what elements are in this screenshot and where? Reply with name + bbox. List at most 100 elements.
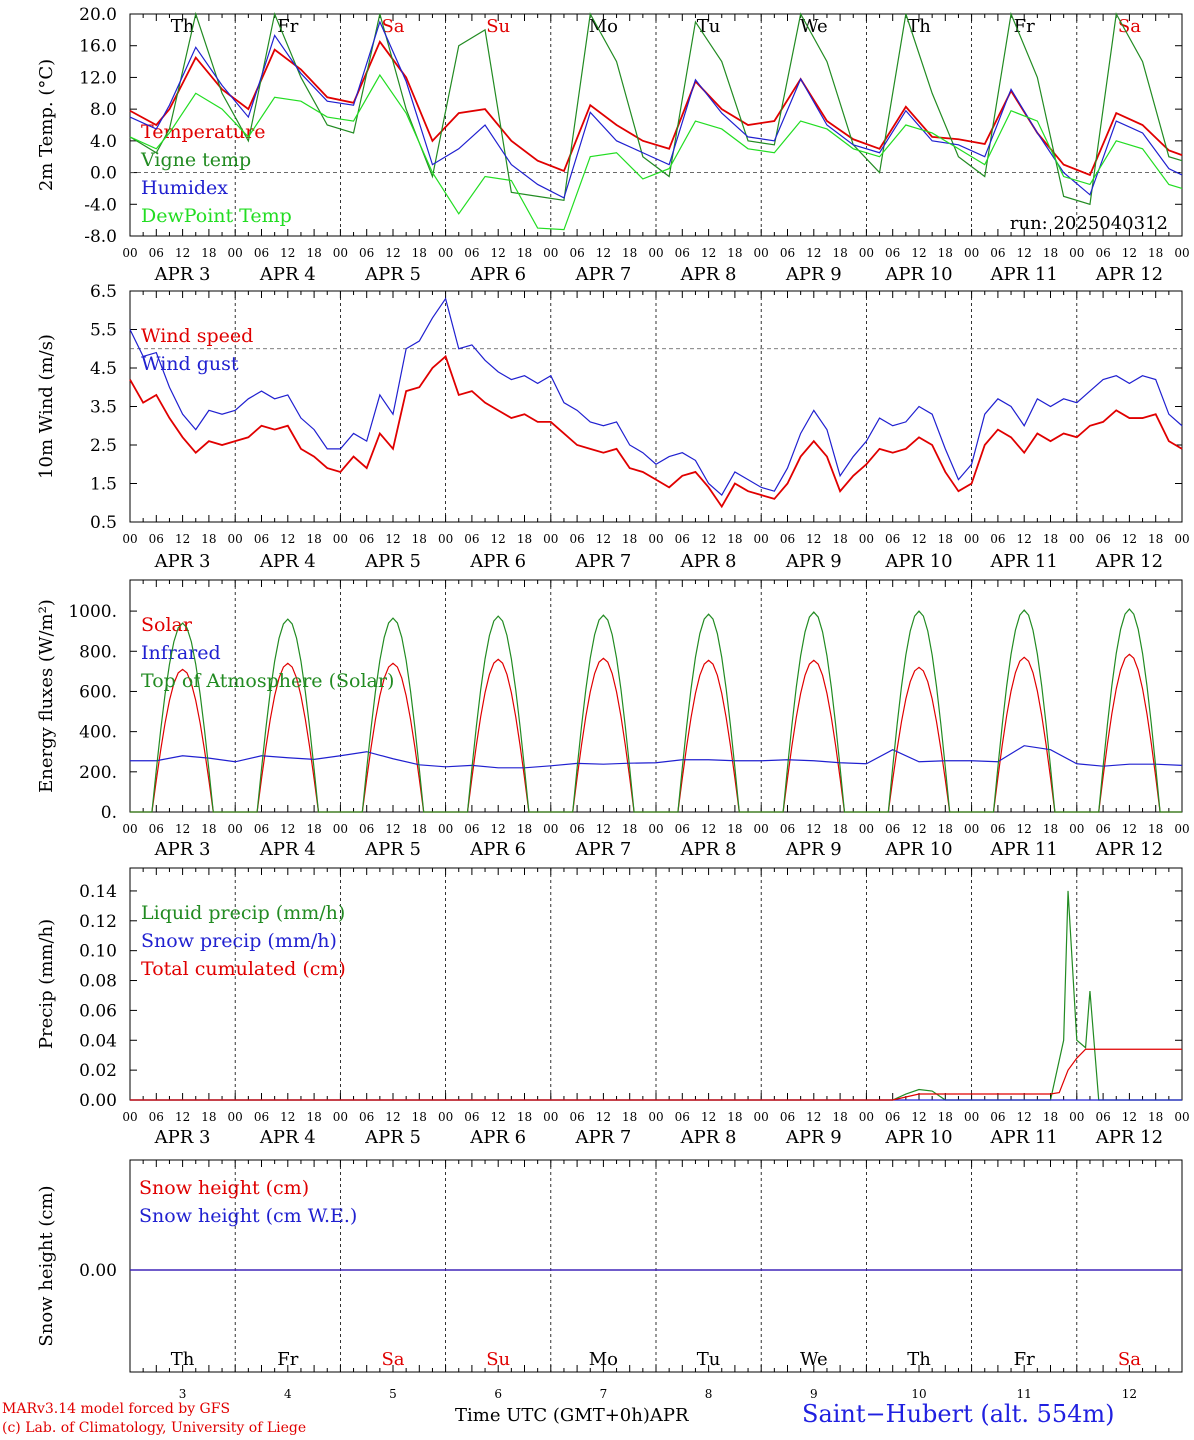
hour-tick-label: 18: [1043, 246, 1058, 260]
hour-tick-label: 12: [806, 822, 821, 836]
hour-tick-label: 18: [306, 822, 321, 836]
weekday-label: Su: [486, 16, 510, 37]
hour-tick-label: 06: [359, 532, 374, 546]
y-tick-label: 5.5: [90, 321, 117, 341]
hour-tick-label: 00: [333, 532, 348, 546]
hour-tick-label: 00: [333, 246, 348, 260]
y-tick-label: 600.: [79, 682, 117, 702]
hour-tick-label: 06: [569, 822, 584, 836]
hour-tick-label: 06: [780, 246, 795, 260]
hour-tick-label: 00: [333, 822, 348, 836]
hour-tick-label: 00: [859, 822, 874, 836]
weekday-label: Sa: [1118, 1349, 1141, 1370]
date-label: APR 4: [259, 839, 316, 860]
hour-tick-label: 12: [701, 822, 716, 836]
weekday-label: Th: [171, 16, 195, 37]
series-line-humidex: [129, 20, 1183, 199]
date-label: APR 9: [785, 264, 842, 285]
hour-tick-label: 18: [412, 1110, 427, 1124]
hour-tick-label: 18: [1148, 246, 1163, 260]
hour-tick-label: 12: [911, 532, 926, 546]
hour-tick-label: 00: [1174, 532, 1189, 546]
hour-tick-label: 12: [701, 532, 716, 546]
hour-tick-label: 00: [543, 532, 558, 546]
y-tick-label: 0.10: [79, 942, 117, 962]
y-tick-label: 0.00: [79, 1091, 117, 1111]
hour-tick-label: 12: [280, 532, 295, 546]
date-label: APR 11: [990, 1127, 1058, 1148]
series-line-liquid-precip-mm-h-: [130, 890, 1182, 1101]
hour-tick-label: 06: [569, 246, 584, 260]
hour-tick-label: 18: [306, 246, 321, 260]
weekday-label: Th: [171, 1349, 195, 1370]
hour-tick-label: 00: [754, 246, 769, 260]
weekday-label: Th: [907, 1349, 931, 1370]
y-tick-label: 1000.: [68, 602, 117, 622]
hour-tick-label: 06: [990, 246, 1005, 260]
hour-tick-label: 18: [517, 1110, 532, 1124]
y-tick-label: 0.06: [79, 1001, 117, 1021]
day-number: 8: [705, 1387, 713, 1401]
hour-tick-label: 18: [727, 1110, 742, 1124]
y-tick-label: 0.: [101, 803, 117, 823]
y-tick-label: 0.04: [79, 1031, 117, 1051]
hour-tick-label: 12: [175, 246, 190, 260]
y-tick-label: 3.5: [90, 398, 117, 418]
hour-tick-label: 12: [280, 1110, 295, 1124]
hour-tick-label: 00: [1069, 822, 1084, 836]
hour-tick-label: 18: [832, 532, 847, 546]
hour-tick-label: 18: [517, 532, 532, 546]
hour-tick-label: 18: [938, 822, 953, 836]
hour-tick-label: 12: [175, 532, 190, 546]
run-annotation: run: 2025040312: [1010, 213, 1168, 234]
hour-tick-label: 12: [385, 532, 400, 546]
legend-entry: Liquid precip (mm/h): [141, 902, 345, 924]
date-label: APR 10: [884, 839, 952, 860]
date-label: APR 6: [469, 264, 526, 285]
hour-tick-label: 18: [938, 532, 953, 546]
y-tick-label: 4.0: [90, 132, 117, 152]
hour-tick-label: 12: [491, 246, 506, 260]
hour-tick-label: 06: [1095, 1110, 1110, 1124]
hour-tick-label: 00: [1174, 1110, 1189, 1124]
hour-tick-label: 12: [806, 1110, 821, 1124]
date-label: APR 5: [364, 264, 421, 285]
hour-tick-label: 18: [832, 822, 847, 836]
date-label: APR 7: [574, 839, 631, 860]
date-label: APR 8: [680, 839, 737, 860]
hour-tick-label: 00: [648, 532, 663, 546]
hour-tick-label: 00: [964, 822, 979, 836]
date-label: APR 4: [259, 264, 316, 285]
date-label: APR 8: [680, 551, 737, 572]
credit-line-1: MARv3.14 model forced by GFS: [2, 1401, 231, 1417]
hour-tick-label: 00: [1069, 532, 1084, 546]
hour-tick-label: 12: [1017, 532, 1032, 546]
y-tick-label: 0.08: [79, 972, 117, 992]
hour-tick-label: 12: [596, 1110, 611, 1124]
date-label: APR 3: [154, 264, 211, 285]
hour-tick-label: 06: [464, 532, 479, 546]
station-name: Saint−Hubert (alt. 554m): [802, 1400, 1115, 1428]
weekday-label: Fr: [277, 1349, 298, 1370]
day-number: 10: [911, 1387, 926, 1401]
hour-tick-label: 12: [701, 246, 716, 260]
hour-tick-label: 06: [1095, 532, 1110, 546]
weekday-label: Tu: [697, 1349, 721, 1370]
credit-line-2: (c) Lab. of Climatology, University of L…: [2, 1420, 307, 1436]
legend-entry: Temperature: [141, 121, 265, 143]
date-label: APR 5: [364, 1127, 421, 1148]
hour-tick-label: 18: [622, 246, 637, 260]
hour-tick-label: 06: [254, 822, 269, 836]
y-tick-label: 6.5: [90, 282, 117, 302]
weekday-label: Sa: [381, 1349, 404, 1370]
hour-tick-label: 00: [1174, 822, 1189, 836]
date-label: APR 11: [990, 264, 1058, 285]
date-label: APR 7: [574, 264, 631, 285]
weekday-label: Su: [486, 1349, 510, 1370]
hour-tick-label: 06: [464, 1110, 479, 1124]
hour-tick-label: 00: [438, 532, 453, 546]
hour-tick-label: 06: [359, 1110, 374, 1124]
weekday-label: Sa: [381, 16, 404, 37]
weekday-label: Tu: [697, 16, 721, 37]
legend-entry: Snow height (cm): [139, 1177, 309, 1199]
